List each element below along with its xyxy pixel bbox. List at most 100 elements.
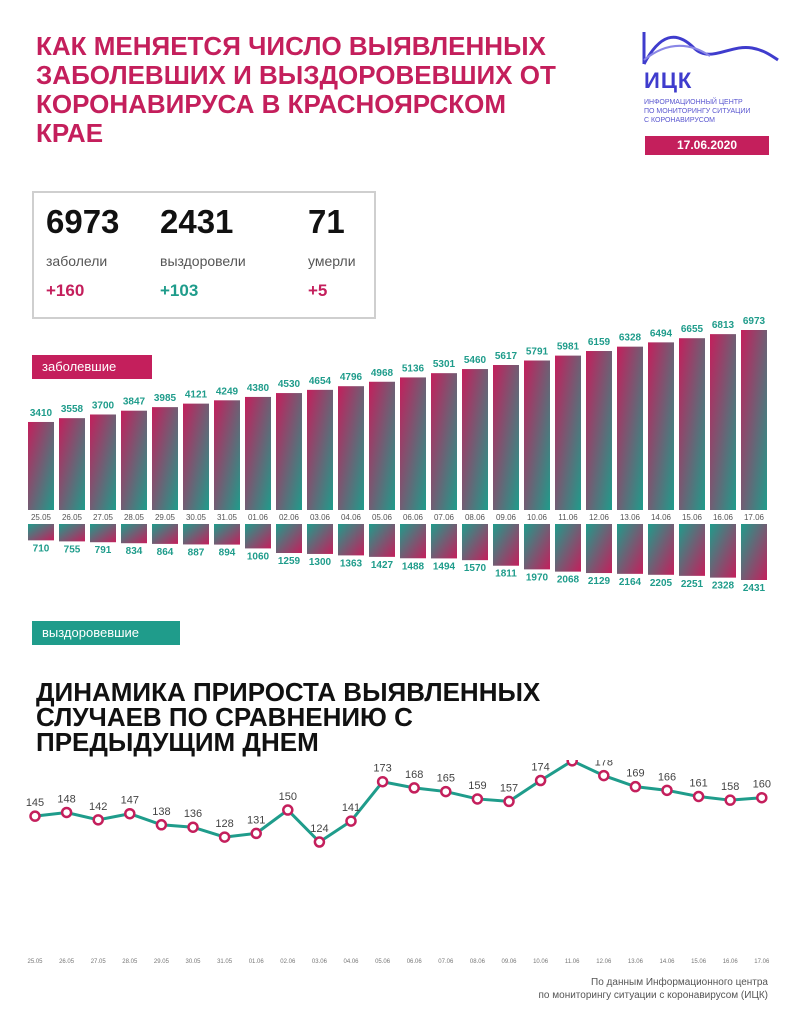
recovered-bar-label: 1427	[371, 560, 394, 571]
growth-date-tick: 03.06	[312, 959, 328, 965]
growth-date-tick: 05.06	[375, 959, 391, 965]
sick-bar-label: 5136	[402, 363, 425, 374]
sick-bar-label: 5617	[495, 351, 518, 362]
recovered-bar	[431, 524, 457, 559]
recovered-bar-label: 710	[33, 543, 50, 554]
date-tick-label: 08.06	[465, 513, 486, 522]
growth-value-label: 173	[373, 763, 391, 775]
stat-delta: +160	[46, 281, 85, 300]
sick-bar	[214, 400, 240, 510]
recovered-bar	[741, 524, 767, 580]
date-tick-label: 26.05	[62, 513, 83, 522]
growth-value-label: 124	[310, 823, 328, 835]
growth-value-label: 157	[500, 782, 518, 794]
recovered-bar-label: 1300	[309, 557, 332, 568]
sick-bar-label: 6494	[650, 328, 673, 339]
recovered-bar	[586, 524, 612, 574]
growth-value-label: 166	[658, 771, 676, 783]
recovered-bar-label: 887	[188, 547, 205, 558]
growth-date-tick: 04.06	[343, 959, 359, 965]
recovered-bar-label: 1811	[495, 569, 517, 580]
date-tick-label: 11.06	[558, 513, 578, 522]
date-tick-label: 14.06	[651, 513, 672, 522]
date-tick-label: 02.06	[279, 513, 300, 522]
recovered-bar-label: 1494	[433, 561, 456, 572]
recovered-bar	[648, 524, 674, 575]
growth-point	[282, 804, 294, 816]
sick-bar	[276, 393, 302, 510]
itsk-logo: ИЦК ИНФОРМАЦИОННЫЙ ЦЕНТР ПО МОНИТОРИНГУ …	[640, 30, 780, 124]
stat-label: выздоровели	[160, 253, 246, 269]
growth-point	[566, 760, 578, 767]
growth-value-label: 148	[57, 793, 75, 805]
growth-point	[29, 810, 41, 822]
logo-name: ИЦК	[644, 68, 693, 93]
logo-subtitle: ИНФОРМАЦИОННЫЙ ЦЕНТР ПО МОНИТОРИНГУ СИТУ…	[644, 98, 784, 125]
growth-date-tick: 11.06	[565, 959, 580, 965]
growth-date-tick: 01.06	[249, 959, 265, 965]
growth-date-tick: 17.06	[754, 959, 770, 965]
growth-date-tick: 27.05	[91, 959, 107, 965]
sick-tag: заболевшие	[32, 355, 152, 379]
growth-point	[692, 790, 705, 803]
recovered-bar	[710, 524, 736, 578]
date-tick-label: 28.05	[124, 513, 145, 522]
growth-date-tick: 28.05	[122, 959, 138, 965]
growth-point	[756, 791, 768, 804]
page-title: КАК МЕНЯЕТСЯ ЧИСЛО ВЫЯВЛЕННЫХ ЗАБОЛЕВШИХ…	[36, 32, 596, 148]
growth-value-label: 145	[26, 797, 44, 809]
line-chart-title: ДИНАМИКА ПРИРОСТА ВЫЯВЛЕННЫХ СЛУЧАЕВ ПО …	[36, 679, 636, 755]
sick-bar-label: 4380	[247, 383, 270, 394]
sick-bar-label: 4121	[185, 390, 208, 401]
cases-bar-chart: 3410 25.05 710 3558 26.05 755 3700 27.05 791 3847…	[28, 316, 767, 594]
logo-sub-line: С КОРОНАВИРУСОМ	[644, 117, 715, 124]
growth-value-label: 128	[215, 818, 233, 830]
date-tick-label: 10.06	[527, 513, 548, 522]
sick-bar	[524, 360, 550, 510]
growth-point	[661, 784, 673, 797]
date-tick-label: 12.06	[589, 513, 610, 522]
sick-bar	[617, 346, 643, 510]
date-tick-label: 01.06	[248, 513, 269, 522]
date-tick-label: 27.05	[93, 513, 114, 522]
growth-point	[250, 827, 262, 840]
growth-value-label: 169	[626, 768, 644, 780]
growth-date-tick: 26.05	[59, 959, 75, 965]
growth-point	[124, 807, 136, 820]
sick-bar	[307, 389, 333, 510]
growth-date-tick: 25.05	[27, 959, 43, 965]
sick-bar-label: 4968	[371, 368, 394, 379]
stat-value: 2431	[160, 203, 234, 240]
sick-bar	[59, 418, 85, 510]
growth-date-tick: 08.06	[470, 959, 486, 965]
recovered-bar	[555, 524, 581, 572]
title-line: ЗАБОЛЕВШИХ И ВЫЗДОРОВЕВШИХ ОТ	[36, 60, 556, 90]
growth-value-label: 165	[437, 773, 455, 785]
recovered-tag: выздоровевшие	[32, 621, 180, 645]
growth-value-label: 150	[279, 791, 297, 803]
growth-line	[34, 760, 762, 844]
growth-date-tick: 16.06	[723, 959, 739, 965]
date-tick-label: 16.06	[713, 513, 734, 522]
recovered-bar-label: 1970	[526, 572, 549, 583]
sick-bar	[369, 381, 395, 510]
growth-date-tick: 15.06	[691, 959, 707, 965]
recovered-bar-label: 2129	[588, 576, 611, 587]
recovered-bar	[400, 524, 426, 559]
growth-date-tick: 13.06	[628, 959, 644, 965]
date-tick-label: 30.05	[186, 513, 207, 522]
sick-bar	[338, 386, 364, 510]
growth-date-tick: 14.06	[659, 959, 675, 965]
stat-label: умерли	[308, 253, 356, 269]
recovered-bar-label: 2068	[557, 575, 580, 586]
growth-value-label: 138	[152, 806, 170, 818]
growth-point	[345, 815, 357, 827]
sick-bar	[400, 377, 426, 510]
date-badge: 17.06.2020	[645, 136, 769, 155]
sick-bar-label: 6159	[588, 337, 611, 348]
recovered-bar-label: 1060	[247, 551, 270, 562]
title-line: КОРОНАВИРУСА В КРАСНОЯРСКОМ	[36, 89, 507, 119]
date-tick-label: 05.06	[372, 513, 393, 522]
growth-point	[503, 795, 515, 808]
growth-point	[313, 836, 326, 848]
